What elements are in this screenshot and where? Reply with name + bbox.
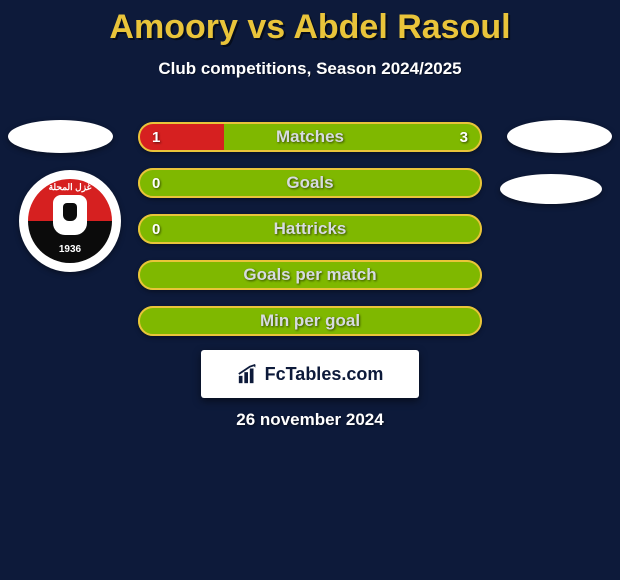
club-crest-icon: غزل المحلة 1936 — [28, 179, 112, 263]
stat-left-value: 0 — [152, 214, 160, 244]
brand-chart-icon — [237, 363, 259, 385]
left-player-club-crest: غزل المحلة 1936 — [19, 170, 121, 272]
stat-bar: Goals0 — [138, 168, 482, 198]
stat-bar: Hattricks0 — [138, 214, 482, 244]
stat-left-value: 1 — [152, 122, 160, 152]
right-player-badge-ellipse-1 — [507, 120, 612, 153]
brand-box: FcTables.com — [201, 350, 419, 398]
stat-bar: Goals per match — [138, 260, 482, 290]
brand-text: FcTables.com — [265, 364, 384, 385]
crest-text: غزل المحلة — [28, 182, 112, 193]
card-date: 26 november 2024 — [0, 410, 620, 430]
stat-left-value: 0 — [152, 168, 160, 198]
right-player-badge-ellipse-2 — [500, 174, 602, 204]
card-title: Amoory vs Abdel Rasoul — [0, 0, 620, 47]
stat-right-value: 3 — [460, 122, 468, 152]
comparison-card: Amoory vs Abdel Rasoul Club competitions… — [0, 0, 620, 580]
stat-bar: Matches13 — [138, 122, 482, 152]
card-subtitle: Club competitions, Season 2024/2025 — [0, 59, 620, 79]
left-player-badge-ellipse — [8, 120, 113, 153]
crest-year: 1936 — [28, 244, 112, 255]
stat-bar: Min per goal — [138, 306, 482, 336]
stat-bars: Matches13Goals0Hattricks0Goals per match… — [138, 122, 482, 352]
